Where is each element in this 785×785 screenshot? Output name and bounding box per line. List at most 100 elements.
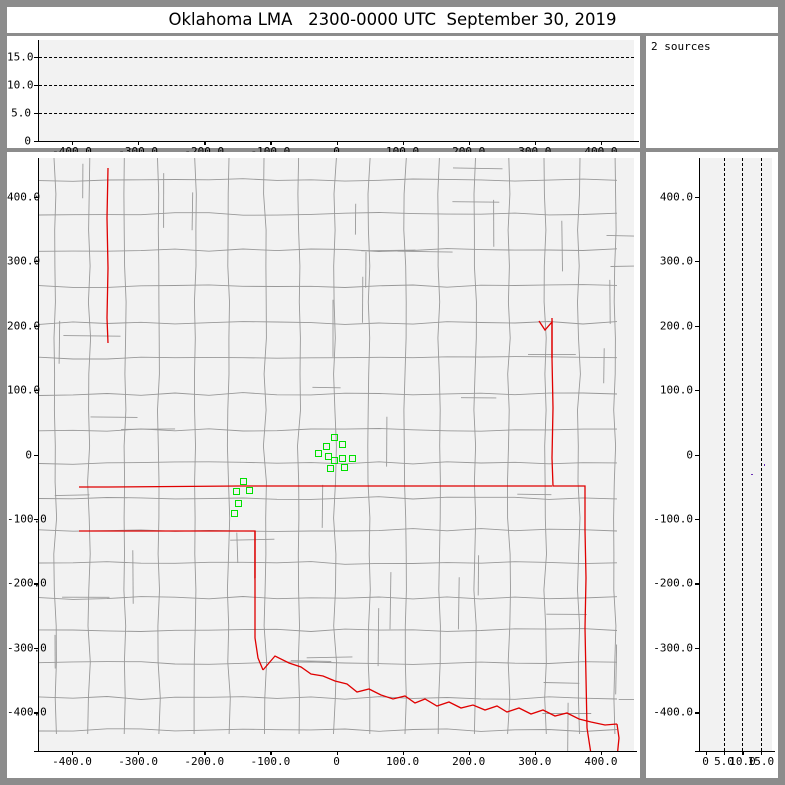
top-x-tick-8 [600,141,603,145]
map-x-ticklabel-7: 300.0 [518,755,552,768]
lma-source-marker-1[interactable] [323,442,331,450]
gridline-x-1 [742,158,744,751]
title-bar: Oklahoma LMA 2300-0000 UTC September 30,… [7,7,778,33]
top-y-tick-3 [34,56,39,59]
right-y-ticklabel-2: -200.0 [653,576,693,590]
lma-source-marker-8[interactable] [327,465,335,473]
top-x-ticklabel-3: -100.0 [251,146,291,157]
lma-source-marker-2[interactable] [315,449,323,457]
right-x-tick-3 [760,751,763,755]
map-y-ticklabel-5: 100.0 [7,383,41,397]
map-geography [39,158,634,751]
right-y-tick-0 [695,712,700,714]
right-y-ticklabel-1: -300.0 [653,641,693,655]
map-x-tick-2 [204,751,206,755]
right-y-tick-1 [695,647,700,650]
right-height-panel: -400.0 -300.0 -200.0 -100.0 0 100.0 200.0 300.0… [646,152,778,778]
right-plot-area[interactable] [700,158,772,751]
lma-source-marker-14[interactable] [231,509,239,517]
map-y-ticklabel-0: -400.0 [7,705,47,719]
map-y-tick-8 [34,196,39,198]
gridline-x-2 [760,158,762,751]
map-y-ticklabel-4: 0 [25,448,32,461]
right-y-ticklabel-7: 300.0 [659,254,693,268]
top-y-tick-2 [34,84,39,87]
lma-source-marker-3[interactable] [325,452,333,460]
top-x-tick-2 [204,141,206,145]
lma-source-marker-0[interactable] [331,433,339,441]
gridline-y-0 [39,112,634,114]
map-y-tick-6 [34,325,39,327]
map-x-ticklabel-2: -200.0 [184,755,225,768]
right-y-tick-3 [695,518,700,521]
map-y-tick-3 [34,518,39,521]
right-y-ticklabel-3: -100.0 [653,512,693,526]
top-y-ticklabel-3: 15.0 [7,50,34,64]
map-y-tick-0 [34,712,39,714]
top-x-ticklabel-4: 0 [333,146,340,157]
top-x-ticklabel-7: 300.0 [518,146,551,157]
map-x-tick-3 [270,751,272,755]
right-x-tick-0 [705,751,707,755]
right-x-ticklabel-2: 10.0 [729,755,756,768]
right-y-tick-4 [695,454,700,456]
map-y-ticklabel-1: -300.0 [7,641,47,655]
lma-source-marker-5[interactable] [338,440,346,448]
right-x-axis-line [695,751,775,753]
right-y-ticklabel-4: 0 [686,448,693,461]
map-x-ticklabel-0: -400.0 [52,755,92,768]
right-x-ticklabel-1: 5.0 [714,755,734,768]
right-y-ticklabel-0: -400.0 [653,705,693,719]
map-plot-area[interactable] [39,158,634,751]
lma-source-marker-7[interactable] [348,454,356,462]
gridline-x-0 [724,158,725,751]
right-x-ticklabel-0: 0 [702,755,709,768]
map-x-ticklabel-8: 400.0 [584,755,618,768]
map-y-tick-7 [34,261,39,263]
lma-source-marker-11[interactable] [232,488,240,496]
gridline-y-2 [39,56,634,58]
right-x-ticklabel-3: 15.0 [747,755,775,768]
right-y-tick-5 [695,390,700,392]
lma-source-marker-13[interactable] [235,499,243,507]
right-y-ticklabel-6: 200.0 [659,319,693,333]
right-y-tick-6 [695,325,700,327]
top-x-ticklabel-6: 200.0 [452,146,485,157]
map-x-tick-7 [534,751,537,755]
map-x-axis-line [34,751,637,753]
map-y-ticklabel-7: 300.0 [7,254,41,268]
top-x-ticklabel-1: -300.0 [118,146,158,157]
lma-source-marker-4[interactable] [331,456,339,464]
top-x-tick-6 [468,141,471,145]
map-x-ticklabel-5: 100.0 [386,755,420,768]
top-plot-area[interactable] [39,40,634,141]
map-x-tick-8 [600,751,603,755]
right-y-ticklabel-5: 100.0 [659,383,693,397]
lma-source-marker-10[interactable] [240,478,248,486]
map-y-ticklabel-6: 200.0 [7,319,41,333]
map-y-tick-1 [34,647,39,650]
lma-source-marker-9[interactable] [340,463,348,471]
map-x-tick-1 [138,751,140,755]
top-height-panel: 0 5.0 10.0 15.0 -400.0 -300.0 -200.0 -100.0 0 100… [7,36,640,157]
right-y-tick-7 [695,261,700,263]
map-x-ticklabel-1: -300.0 [118,755,159,768]
lma-source-marker-12[interactable] [246,487,254,495]
sources-info-panel: 2 sources [646,36,778,148]
top-x-tick-1 [138,141,140,145]
map-y-tick-2 [34,583,39,585]
source-dot-1 [763,464,766,466]
top-x-tick-5 [402,141,404,145]
map-x-ticklabel-3: -100.0 [250,755,291,768]
map-y-tick-5 [34,390,39,392]
top-x-tick-3 [270,141,272,145]
lma-source-marker-6[interactable] [338,454,346,462]
right-x-tick-1 [724,751,726,755]
source-count-label: 2 sources [651,40,711,53]
map-x-tick-6 [468,751,471,755]
top-y-tick-1 [34,112,39,115]
top-x-ticklabel-8: 400.0 [584,146,617,157]
top-y-tick-0 [34,141,39,143]
top-y-axis-line [38,40,40,142]
